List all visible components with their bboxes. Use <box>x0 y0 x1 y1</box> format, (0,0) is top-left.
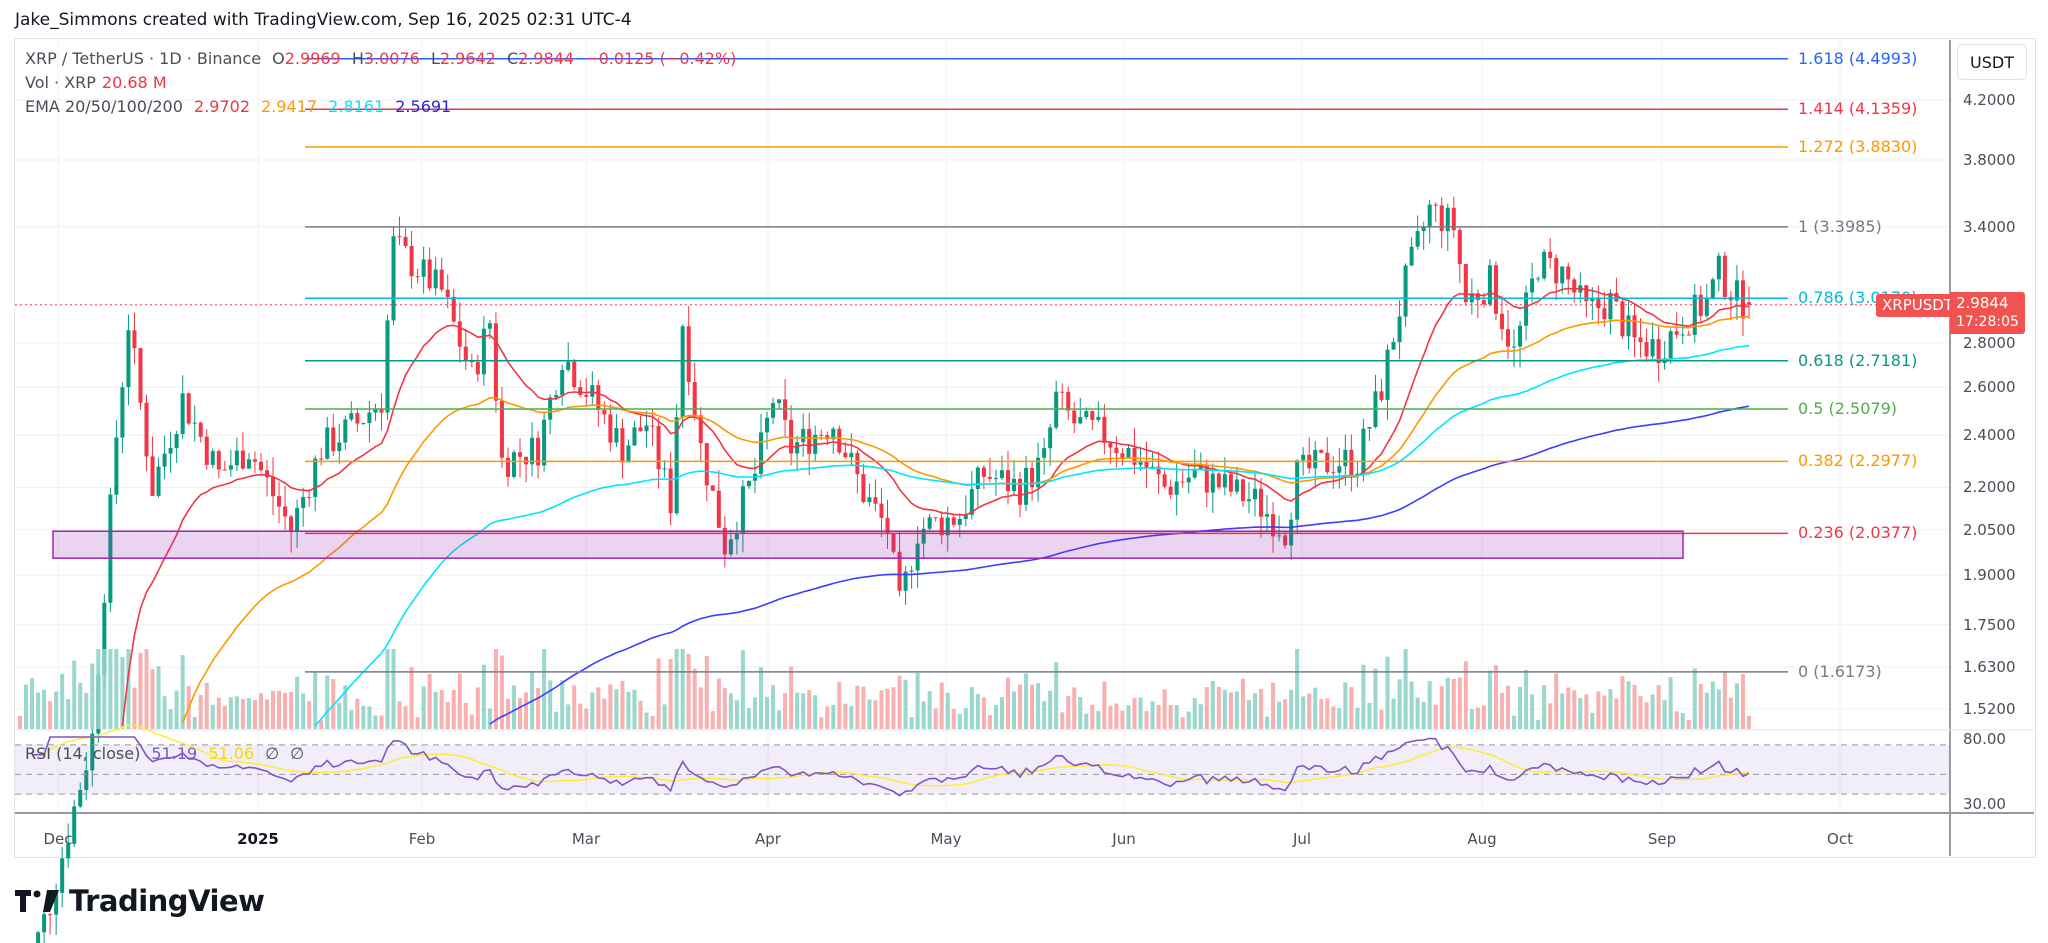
current-price: 2.9844 <box>1956 294 2009 312</box>
rsi-tick: 80.00 <box>1963 730 2006 748</box>
fib-level-label: 0.618 (2.7181) <box>1798 350 1918 370</box>
chart-credit: Jake_Simmons created with TradingView.co… <box>15 10 632 30</box>
price-tick: 1.9000 <box>1963 566 2016 585</box>
rsi-line <box>32 736 1750 797</box>
ema20-line <box>121 287 1750 726</box>
fib-level-label: 0 (1.6173) <box>1798 661 1882 681</box>
tradingview-logo[interactable]: TradingView <box>15 884 265 918</box>
fib-level-label: 1.414 (4.1359) <box>1798 99 1918 119</box>
bar-countdown: 17:28:05 <box>1956 314 2019 330</box>
rsi-tick: 30.00 <box>1963 795 2006 813</box>
fib-level-label: 0.236 (2.0377) <box>1798 523 1918 543</box>
price-tick: 1.5200 <box>1963 700 2016 718</box>
fib-level-label: 1.618 (4.4993) <box>1798 48 1918 68</box>
price-tick: 2.0500 <box>1963 520 2016 539</box>
candles <box>36 196 1751 943</box>
month-label: Sep <box>1647 830 1677 848</box>
month-label: Mar <box>571 830 601 848</box>
month-label: Jun <box>1112 830 1136 848</box>
month-label: Oct <box>1827 830 1853 848</box>
support-zone[interactable] <box>52 530 1684 559</box>
currency-button[interactable]: USDT <box>1957 44 2027 80</box>
month-label: Feb <box>408 830 436 848</box>
symbol-tag: XRPUSDT <box>1876 294 1959 317</box>
rsi-ma-line <box>32 724 1750 787</box>
price-tick: 1.7500 <box>1963 615 2016 634</box>
volume-value: 20.68 M <box>101 73 167 92</box>
volume-bars <box>17 649 1751 729</box>
ema200-line <box>489 405 1750 725</box>
high-value: 3.0076 <box>363 49 420 68</box>
fib-level-label: 1 (3.3985) <box>1798 216 1882 236</box>
month-label: Aug <box>1467 830 1497 848</box>
fib-level-label: 0.382 (2.2977) <box>1798 451 1918 471</box>
month-label: 2025 <box>237 830 279 848</box>
price-tick: 2.6000 <box>1963 378 2016 397</box>
change-value: −0.0125 (−0.42%) <box>585 49 737 68</box>
price-tick: 4.2000 <box>1963 91 2016 109</box>
price-tick: 3.8000 <box>1963 150 2016 169</box>
ohlc-legend: XRP / TetherUS · 1D · Binance O2.9969 H3… <box>25 49 737 68</box>
current-price-tag: 2.9844 17:28:05 <box>1950 292 2025 334</box>
fib-level-label: 0.5 (2.5079) <box>1798 398 1897 418</box>
ema-legend[interactable]: EMA 20/50/100/200 2.9702 2.9417 2.8161 2… <box>25 97 452 116</box>
month-label: Dec <box>43 830 73 848</box>
tradingview-logo-text: TradingView <box>69 884 265 918</box>
ema100-line <box>314 344 1750 727</box>
low-value: 2.9642 <box>439 49 496 68</box>
ema50-value: 2.9417 <box>261 97 318 116</box>
ema20-value: 2.9702 <box>194 97 250 116</box>
open-value: 2.9969 <box>284 49 341 68</box>
ema200-value: 2.5691 <box>395 97 452 116</box>
fib-retracement[interactable] <box>305 58 1788 673</box>
grid <box>15 40 1950 812</box>
chart-frame <box>14 38 2036 858</box>
month-label: May <box>930 830 962 848</box>
symbol-title[interactable]: XRP / TetherUS · 1D · Binance <box>25 49 262 68</box>
fib-level-label: 1.272 (3.8830) <box>1798 137 1918 157</box>
month-label: Apr <box>755 830 781 848</box>
price-tick: 2.8000 <box>1963 333 2016 352</box>
rsi-band <box>15 744 1950 795</box>
ema100-value: 2.8161 <box>328 97 385 116</box>
rsi-ma-value: 51.06 <box>208 744 255 763</box>
price-tick: 1.6300 <box>1963 658 2016 677</box>
price-tick: 3.4000 <box>1963 217 2016 236</box>
close-value: 2.9844 <box>518 49 575 68</box>
price-tick: 2.4000 <box>1963 426 2016 445</box>
month-label: Jul <box>1292 830 1312 848</box>
volume-legend: Vol · XRP 20.68 M <box>25 73 167 92</box>
price-tick: 2.2000 <box>1963 478 2016 497</box>
rsi-value: 51.19 <box>151 744 198 763</box>
tradingview-logo-icon <box>15 890 59 912</box>
rsi-legend[interactable]: RSI (14, close) 51.19 51.06 ∅ ∅ <box>25 744 305 763</box>
